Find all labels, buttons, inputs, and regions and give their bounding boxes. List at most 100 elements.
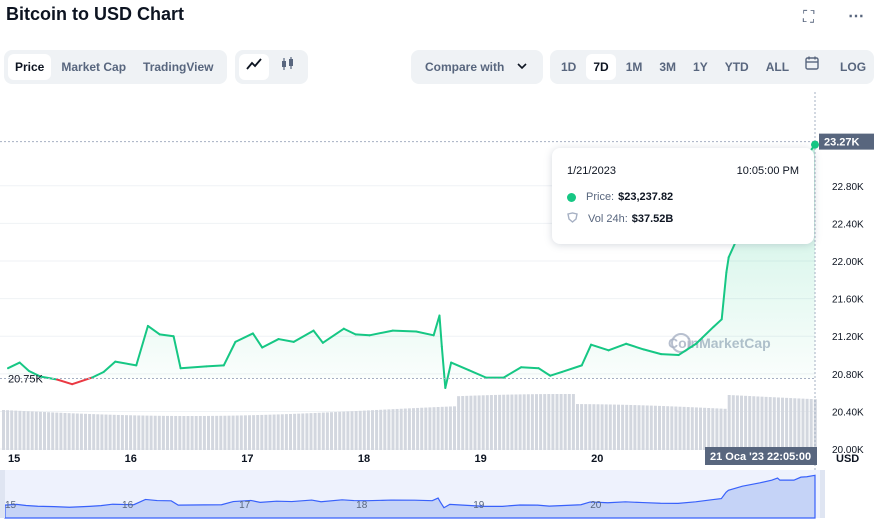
volume-bar [38, 411, 42, 450]
volume-bar [703, 407, 707, 450]
price-line-segment [438, 314, 443, 348]
volume-bar [395, 408, 399, 450]
volume-bar [465, 395, 469, 450]
volume-bar [51, 412, 55, 450]
price-tooltip: 1/21/2023 10:05:00 PM Price: $23,237.82 … [552, 148, 814, 244]
volume-bar [674, 406, 678, 450]
volume-bar [26, 411, 30, 450]
volume-bar [391, 409, 395, 450]
more-options-icon[interactable]: ⋯ [848, 8, 864, 25]
range-all[interactable]: ALL [765, 60, 790, 74]
tooltip-volume-label: Vol 24h: [588, 213, 628, 225]
volume-bar [399, 408, 403, 450]
volume-bar [432, 407, 436, 450]
volume-bar [211, 415, 215, 450]
volume-bar [43, 412, 46, 450]
volume-bar [744, 395, 748, 450]
volume-bar [576, 404, 579, 450]
volume-bar [514, 394, 518, 450]
volume-bar [334, 412, 338, 450]
volume-bar [260, 414, 264, 450]
volume-bar [735, 395, 739, 450]
volume-bar [608, 404, 612, 450]
navigator-tick-label: 16 [122, 500, 134, 511]
range-1y[interactable]: 1Y [693, 60, 708, 74]
price-line-segment [205, 364, 225, 368]
log-toggle[interactable]: LOG [840, 60, 867, 74]
volume-bar [637, 405, 641, 450]
volume-bar [789, 398, 793, 450]
tab-tradingview[interactable]: TradingView [143, 60, 214, 74]
volume-bar [317, 412, 321, 450]
range-1m[interactable]: 1M [625, 60, 643, 74]
volume-bar [293, 413, 297, 450]
volume-bar [522, 394, 526, 450]
volume-bar [96, 414, 100, 450]
volume-bar [600, 404, 604, 450]
price-line-segment [251, 332, 264, 349]
volume-bar [551, 394, 555, 450]
volume-bar [690, 407, 694, 450]
price-line-segment [520, 366, 540, 370]
volume-bar [461, 396, 465, 450]
price-line-segment [27, 370, 42, 378]
price-line-segment [625, 342, 645, 351]
crosshair-time-badge [705, 447, 817, 465]
volume-bar [563, 394, 567, 450]
volume-bar [785, 397, 789, 450]
volume-bar [645, 405, 649, 450]
volume-bar [407, 408, 411, 450]
candlestick-icon[interactable] [272, 54, 304, 80]
volume-shield-icon [567, 212, 578, 226]
volume-bar [772, 397, 776, 450]
volume-bar [67, 413, 71, 450]
price-line-segment [321, 327, 345, 344]
volume-bar [629, 404, 633, 450]
price-line-segment [292, 329, 315, 343]
volume-bar [453, 406, 456, 450]
range-1d[interactable]: 1D [561, 60, 577, 74]
range-7d[interactable]: 7D [586, 54, 616, 80]
navigator-right-handle[interactable] [820, 470, 825, 518]
volume-bar [448, 406, 452, 450]
price-line-segment [537, 367, 552, 377]
volume-bar [2, 410, 5, 450]
currency-unit-label: USD [836, 453, 859, 465]
volume-bar [666, 406, 670, 450]
navigator-left-handle[interactable] [0, 470, 5, 518]
volume-bar [440, 406, 444, 450]
line-chart-icon[interactable] [239, 54, 269, 80]
price-line-segment [342, 327, 357, 336]
volume-bar [235, 415, 239, 450]
volume-bar [543, 394, 547, 450]
x-tick-label: 17 [241, 453, 253, 465]
range-3m[interactable]: 3M [659, 60, 677, 74]
volume-bar [346, 411, 350, 450]
volume-bar [371, 410, 374, 450]
price-line-segment [135, 324, 149, 367]
volume-bar [112, 414, 116, 450]
volume-bar [47, 412, 51, 450]
compare-dropdown[interactable]: Compare with [411, 50, 543, 84]
x-tick-label: 19 [474, 453, 486, 465]
volume-bar [740, 395, 743, 450]
volume-bar [272, 414, 276, 450]
tab-price[interactable]: Price [8, 54, 52, 80]
price-line-segment [90, 370, 105, 379]
volume-bar [662, 406, 666, 450]
volume-bar [498, 394, 502, 450]
volume-bar [387, 409, 391, 450]
tooltip-price-label: Price: [586, 191, 615, 203]
price-line-segment [354, 333, 371, 337]
volume-bar [141, 415, 145, 450]
calendar-icon[interactable] [799, 54, 825, 80]
volume-bar [428, 407, 432, 450]
chevron-down-icon [516, 58, 528, 76]
fullscreen-icon[interactable]: ⛶ [803, 9, 815, 26]
tab-market-cap[interactable]: Market Cap [61, 60, 127, 74]
volume-bar [252, 415, 256, 450]
volume-bar [248, 415, 251, 450]
volume-bar [604, 404, 608, 450]
price-line-segment [660, 353, 680, 357]
range-ytd[interactable]: YTD [724, 60, 749, 74]
